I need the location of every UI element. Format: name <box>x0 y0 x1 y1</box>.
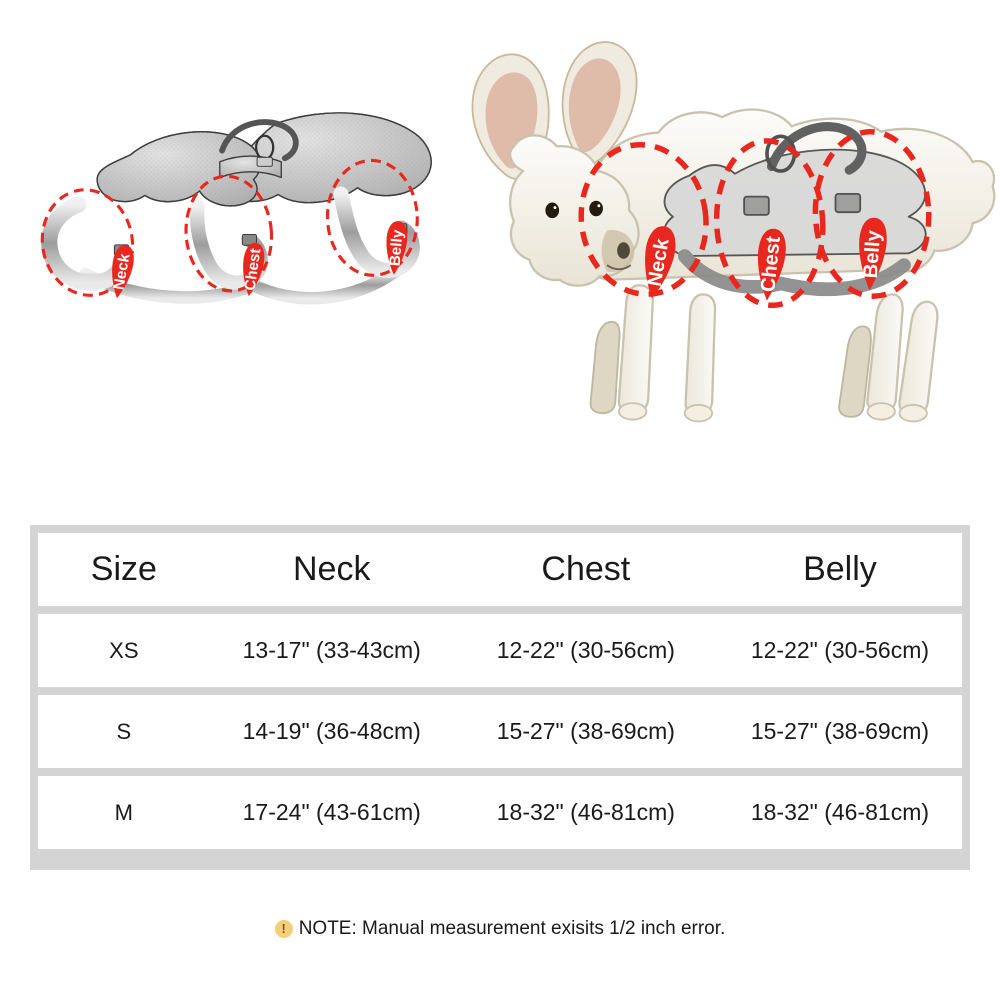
svg-text:Belly: Belly <box>387 229 407 267</box>
svg-text:Belly: Belly <box>860 229 885 279</box>
